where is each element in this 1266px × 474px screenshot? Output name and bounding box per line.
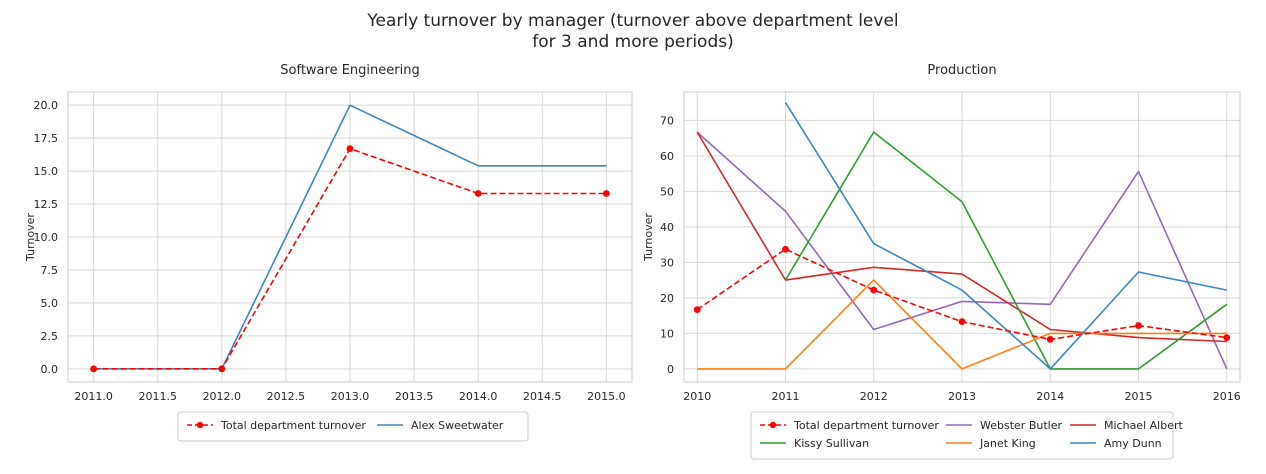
y-tick-label: 15.0 xyxy=(34,165,59,178)
y-tick-label: 50 xyxy=(660,185,674,198)
y-axis-label: Turnover xyxy=(24,213,37,262)
data-point-total-department-turnover xyxy=(782,245,789,253)
data-point-total-department-turnover xyxy=(1135,322,1142,329)
y-tick-label: 30 xyxy=(660,256,674,269)
legend-label-total-department-turnover: Total department turnover xyxy=(220,419,366,432)
y-tick-label: 10 xyxy=(660,327,674,340)
y-tick-label: 7.5 xyxy=(41,264,59,277)
y-tick-label: 2.5 xyxy=(41,330,59,343)
data-point-total-department-turnover xyxy=(346,145,354,153)
x-tick-label: 2014.0 xyxy=(459,390,498,403)
data-point-total-department-turnover xyxy=(958,318,966,326)
x-tick-label: 2014 xyxy=(1036,390,1064,403)
chart-software-engineering: 2011.0 2011.5 2012.0 2012.5 2013.0 2013.5 2014… xyxy=(24,63,633,442)
y-tick-label: 20.0 xyxy=(34,99,59,112)
legend-label-michael-albert: Michael Albert xyxy=(1104,419,1183,432)
x-tick-label: 2013.0 xyxy=(331,390,370,403)
y-tick-label: 10.0 xyxy=(34,231,59,244)
legend-marker-total-department-turnover xyxy=(196,421,204,429)
legend-label-amy-dunn: Amy Dunn xyxy=(1104,437,1162,450)
x-tick-label: 2012.5 xyxy=(267,390,306,403)
y-tick-label: 60 xyxy=(660,150,674,163)
data-point-total-department-turnover xyxy=(474,190,482,197)
y-tick-label: 70 xyxy=(660,114,674,127)
x-tick-label: 2013 xyxy=(948,390,976,403)
series-line-janet-king xyxy=(697,279,1227,370)
x-tick-label: 2010 xyxy=(683,390,711,403)
data-point-total-department-turnover xyxy=(218,365,226,373)
x-tick-label: 2015 xyxy=(1125,390,1153,403)
plot-border xyxy=(67,91,633,383)
y-tick-label: 12.5 xyxy=(34,198,59,211)
x-tick-label: 2011.0 xyxy=(74,390,113,403)
chart-title: Software Engineering xyxy=(280,63,419,78)
figure-title-line1: Yearly turnover by manager (turnover abo… xyxy=(366,11,898,31)
legend-label-janet-king: Janet King xyxy=(979,437,1036,450)
series-line-amy-dunn xyxy=(784,102,1227,370)
x-tick-label: 2012 xyxy=(860,390,888,403)
legend-marker-total-department-turnover xyxy=(769,421,777,429)
data-point-total-department-turnover xyxy=(90,365,98,373)
data-point-total-department-turnover xyxy=(602,190,610,197)
x-tick-label: 2011.5 xyxy=(138,390,177,403)
chart-production: 2010 2011 2012 2013 2014 2015 2016 0 10 20 30 40 50 6… xyxy=(642,63,1241,460)
data-point-total-department-turnover xyxy=(870,286,878,294)
series-line-webster-butler xyxy=(696,131,1228,370)
x-tick-label: 2015.0 xyxy=(587,390,626,403)
legend-label-kissy-sullivan: Kissy Sullivan xyxy=(794,437,869,450)
y-tick-label: 20 xyxy=(660,292,674,305)
y-axis-label: Turnover xyxy=(642,213,655,262)
y-tick-label: 0.0 xyxy=(41,363,59,376)
y-tick-label: 0 xyxy=(667,363,674,376)
data-point-total-department-turnover xyxy=(1046,336,1054,343)
x-tick-label: 2011 xyxy=(771,390,799,403)
legend: Total department turnover Alex Sweetwater xyxy=(177,411,529,442)
x-tick-label: 2016 xyxy=(1213,390,1241,403)
plot-border xyxy=(683,91,1241,383)
legend-label-webster-butler: Webster Butler xyxy=(980,419,1062,432)
data-point-total-department-turnover xyxy=(1223,334,1231,342)
data-point-total-department-turnover xyxy=(693,306,701,313)
legend-box xyxy=(750,411,1174,460)
figure-title-line2: for 3 and more periods) xyxy=(532,32,733,52)
legend-label-alex-sweetwater: Alex Sweetwater xyxy=(411,419,504,432)
legend: Total department turnover Webster Butler M… xyxy=(750,411,1183,460)
y-tick-label: 5.0 xyxy=(41,297,59,310)
x-tick-label: 2012.0 xyxy=(203,390,242,403)
y-tick-label: 17.5 xyxy=(34,132,59,145)
chart-title: Production xyxy=(927,63,996,78)
y-tick-label: 40 xyxy=(660,221,674,234)
legend-label-total-department-turnover: Total department turnover xyxy=(793,419,939,432)
series-line-kissy-sullivan xyxy=(784,131,1228,370)
x-tick-label: 2013.5 xyxy=(395,390,434,403)
legend-box xyxy=(177,411,529,442)
x-tick-label: 2014.5 xyxy=(523,390,562,403)
